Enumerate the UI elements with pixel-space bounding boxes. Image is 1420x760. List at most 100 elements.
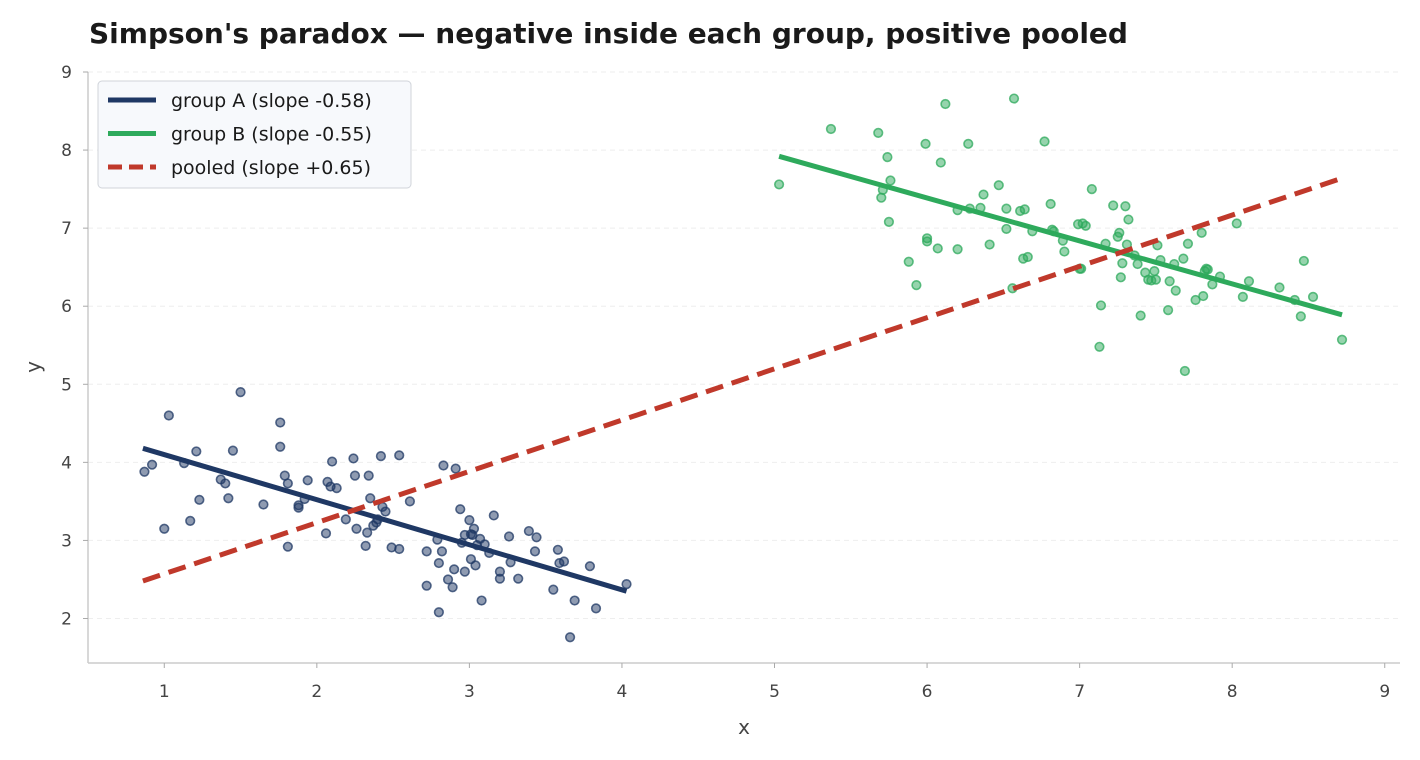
group-a-point <box>468 523 480 534</box>
group-a-fit-line <box>142 445 628 594</box>
group-b-point <box>1080 220 1091 231</box>
group-a-point <box>220 478 231 489</box>
group-b-point <box>940 98 951 110</box>
group-a-point <box>531 532 542 543</box>
group-a-point <box>360 540 371 551</box>
group-b-point <box>935 157 946 168</box>
group-b-point <box>1115 272 1126 283</box>
group-b-point <box>882 151 893 163</box>
group-a-point <box>293 502 304 513</box>
x-tick-label: 9 <box>1379 682 1390 702</box>
group-a-point <box>470 560 481 571</box>
group-b-point <box>1086 184 1097 195</box>
x-ticks: 1 2 3 4 5 6 7 8 9 <box>159 663 1390 702</box>
group-b-point <box>1190 294 1201 306</box>
group-b-point <box>1059 246 1070 257</box>
group-b-point <box>1164 276 1175 287</box>
group-b-point <box>1108 200 1119 211</box>
y-tick-label: 2 <box>61 609 72 629</box>
x-tick-label: 5 <box>769 682 780 702</box>
group-b-point <box>1202 264 1213 275</box>
axes <box>87 72 1400 664</box>
group-b-point <box>873 127 884 138</box>
group-b-point <box>1001 203 1012 214</box>
group-a-point <box>447 582 458 593</box>
x-tick-label: 6 <box>922 682 933 702</box>
legend-label-group-a: group A (slope -0.58) <box>171 90 372 112</box>
y-tick-label: 9 <box>61 63 72 83</box>
group-a-point <box>523 525 534 537</box>
x-axis-label: x <box>738 715 750 739</box>
group-b-point <box>1123 214 1134 225</box>
group-a-point <box>584 561 596 572</box>
group-b-point <box>1231 218 1242 229</box>
x-tick-label: 7 <box>1074 682 1085 702</box>
group-a-point <box>449 564 460 575</box>
group-a-point <box>326 456 338 467</box>
group-a-point <box>459 566 470 577</box>
group-a-point <box>552 544 563 555</box>
group-b-point <box>1114 227 1125 238</box>
group-b-point <box>921 233 933 244</box>
group-b-point <box>1039 136 1050 147</box>
group-b-point <box>1178 253 1189 264</box>
y-tick-label: 7 <box>61 219 72 239</box>
group-a-point <box>455 504 466 515</box>
group-a-point <box>275 417 286 428</box>
group-a-point <box>394 450 405 461</box>
y-axis-label: y <box>21 361 45 373</box>
group-b-point <box>1094 341 1105 352</box>
group-b-point <box>993 180 1004 191</box>
group-a-point <box>235 386 246 398</box>
group-a-point <box>191 446 202 457</box>
group-b-point <box>825 123 837 135</box>
group-a-point <box>421 546 432 557</box>
group-b-point <box>1149 265 1160 277</box>
y-tick-label: 6 <box>61 297 72 317</box>
group-a-point <box>464 515 475 526</box>
group-b-point <box>883 216 895 227</box>
group-a-point <box>564 632 576 643</box>
group-a-point <box>340 514 351 525</box>
group-a-point <box>362 527 373 538</box>
group-b-point <box>963 138 974 149</box>
pooled-fit-line <box>142 175 1343 584</box>
group-a-point <box>163 410 174 421</box>
group-a-point <box>433 607 444 618</box>
group-a-point <box>282 541 293 552</box>
group-a-point <box>590 603 602 614</box>
group-b-point <box>1095 300 1107 311</box>
group-a-point <box>375 451 387 462</box>
group-a-point <box>185 515 196 527</box>
group-b-point <box>984 239 995 250</box>
group-a-point <box>394 543 405 555</box>
group-a-point <box>223 493 234 504</box>
group-a-point <box>159 523 170 534</box>
group-a-point <box>494 573 506 584</box>
group-b-point <box>1150 274 1162 285</box>
group-b-point <box>1120 201 1131 212</box>
group-a-point <box>348 453 359 464</box>
group-a-point <box>351 523 362 534</box>
group-a-point <box>421 580 432 591</box>
group-b-point <box>1295 311 1306 322</box>
group-b-point <box>1243 276 1255 287</box>
group-a-point <box>365 493 376 504</box>
group-a-point <box>146 459 158 470</box>
group-a-point <box>438 460 449 471</box>
group-b-point <box>920 138 931 149</box>
group-a-point <box>194 494 205 505</box>
x-tick-label: 4 <box>617 682 628 702</box>
group-a-point <box>442 574 454 585</box>
y-tick-label: 8 <box>61 141 72 161</box>
x-tick-label: 2 <box>311 682 322 702</box>
group-a-point <box>569 595 580 606</box>
legend-box <box>97 80 412 189</box>
group-a-point <box>349 470 361 481</box>
y-tick-label: 3 <box>61 531 72 551</box>
group-b-point <box>885 175 896 186</box>
legend: group A (slope -0.58) group B (slope -0.5… <box>97 80 412 189</box>
fit-lines <box>142 153 1343 594</box>
group-b-point <box>1336 334 1348 345</box>
group-b-point <box>1001 223 1012 235</box>
